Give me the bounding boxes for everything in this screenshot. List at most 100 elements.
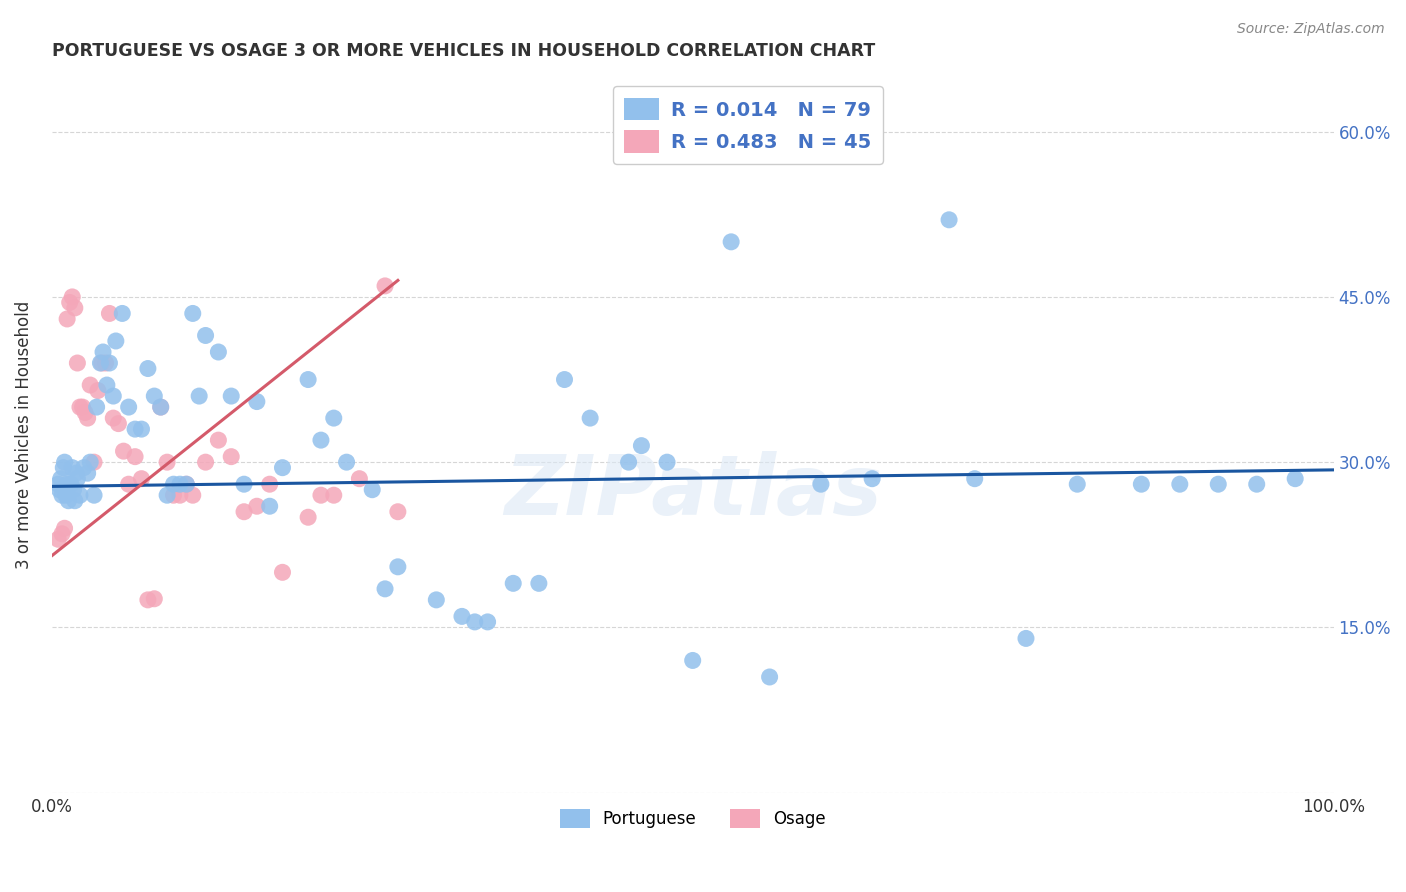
Point (169, 477, 191, 491)
Point (98, 306, 121, 320)
Point (233, 477, 256, 491)
Point (579, 411, 602, 425)
Point (86, 400, 108, 414)
Point (76, 466, 98, 480)
Point (860, 472, 883, 486)
Point (112, 444, 135, 458)
Point (477, 615, 499, 629)
Point (89, 356, 111, 370)
Point (56, 477, 79, 491)
Point (349, 472, 371, 486)
Text: ZIPatlas: ZIPatlas (503, 451, 882, 533)
Point (48, 483, 70, 497)
Point (246, 394, 269, 409)
Point (176, 477, 198, 491)
Point (91, 345, 114, 359)
Point (169, 488, 191, 502)
Point (49, 472, 72, 486)
Point (1284, 472, 1306, 486)
Point (464, 615, 486, 629)
Point (53, 455, 76, 469)
Point (1130, 477, 1153, 491)
Point (387, 559, 409, 574)
Point (83, 455, 105, 469)
Point (87, 384, 110, 398)
Point (156, 455, 179, 469)
Point (758, 670, 780, 684)
Point (94, 356, 117, 370)
Point (387, 505, 409, 519)
Point (219, 389, 242, 403)
Point (58, 493, 80, 508)
Point (1015, 632, 1038, 646)
Point (233, 505, 256, 519)
Point (149, 400, 172, 414)
Legend: Portuguese, Osage: Portuguese, Osage (553, 802, 832, 834)
Point (1168, 477, 1191, 491)
Point (617, 455, 640, 469)
Point (66, 356, 89, 370)
Point (124, 450, 146, 464)
Point (79, 455, 101, 469)
Point (297, 510, 319, 524)
Point (143, 389, 166, 403)
Point (46, 477, 69, 491)
Point (56, 312, 79, 326)
Point (219, 450, 242, 464)
Point (271, 566, 294, 580)
Point (336, 455, 359, 469)
Point (1066, 477, 1088, 491)
Point (655, 455, 678, 469)
Point (46, 533, 69, 547)
Point (131, 422, 153, 436)
Point (65, 466, 87, 480)
Point (361, 483, 384, 497)
Point (73, 460, 96, 475)
Point (322, 488, 344, 502)
Point (553, 372, 575, 386)
Point (374, 582, 396, 596)
Point (79, 378, 101, 392)
Text: Source: ZipAtlas.com: Source: ZipAtlas.com (1237, 22, 1385, 37)
Point (55, 488, 77, 502)
Point (62, 483, 84, 497)
Point (69, 400, 91, 414)
Point (103, 389, 125, 403)
Point (59, 295, 82, 310)
Text: PORTUGUESE VS OSAGE 3 OR MORE VEHICLES IN HOUSEHOLD CORRELATION CHART: PORTUGUESE VS OSAGE 3 OR MORE VEHICLES I… (52, 42, 875, 60)
Point (107, 417, 129, 431)
Point (149, 400, 172, 414)
Point (124, 422, 146, 436)
Point (75, 406, 97, 420)
Point (143, 591, 166, 606)
Point (176, 477, 198, 491)
Point (156, 488, 179, 502)
Point (207, 433, 229, 447)
Point (194, 328, 217, 343)
Point (1206, 477, 1229, 491)
Point (118, 477, 141, 491)
Point (451, 609, 474, 624)
Point (51, 526, 73, 541)
Point (246, 500, 269, 514)
Point (66, 472, 89, 486)
Point (938, 212, 960, 227)
Point (136, 592, 159, 607)
Point (63, 493, 86, 508)
Point (502, 576, 524, 591)
Point (271, 460, 294, 475)
Point (259, 477, 281, 491)
Point (374, 279, 396, 293)
Point (59, 477, 82, 491)
Point (322, 411, 344, 425)
Point (259, 500, 281, 514)
Point (103, 411, 125, 425)
Point (162, 488, 184, 502)
Point (118, 400, 141, 414)
Point (111, 306, 134, 320)
Point (630, 439, 652, 453)
Point (682, 653, 704, 667)
Point (51, 488, 73, 502)
Point (1246, 477, 1268, 491)
Point (76, 411, 98, 425)
